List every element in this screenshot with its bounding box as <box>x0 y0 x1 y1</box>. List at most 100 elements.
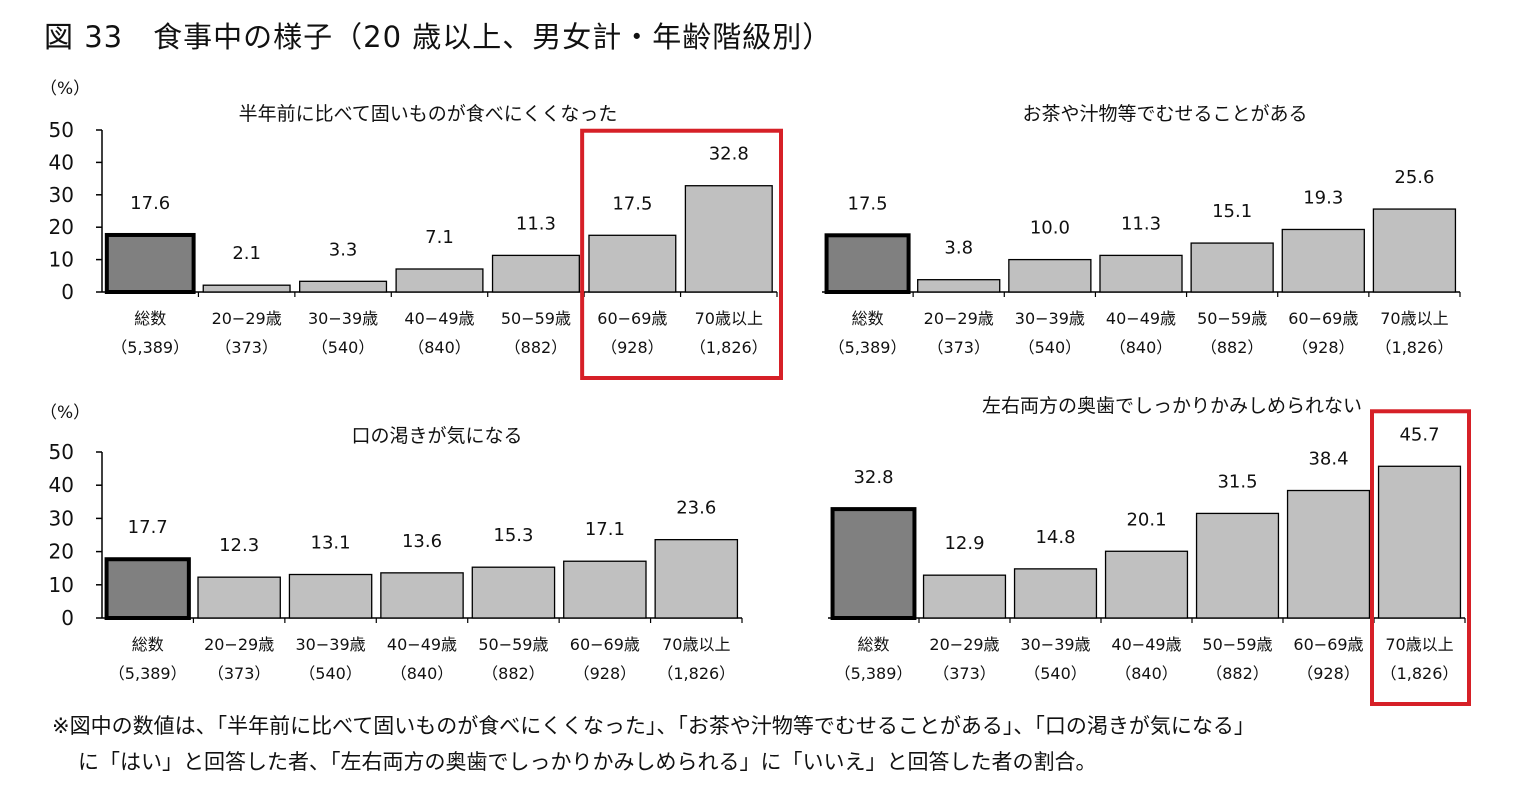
data-label: 7.1 <box>425 227 454 248</box>
bar-age-5 <box>1281 228 1365 293</box>
x-category-label: 40−49歳 <box>1106 309 1176 328</box>
x-category-label: 総数 <box>852 309 884 328</box>
bar-age-3 <box>1104 550 1189 619</box>
bar-total <box>830 507 917 620</box>
x-sample-size-label: （840） <box>391 664 454 683</box>
data-label: 12.9 <box>944 533 984 554</box>
x-category-label: 20−29歳 <box>212 309 282 328</box>
x-category-label: 30−39歳 <box>308 309 378 328</box>
y-tick-label: 0 <box>61 606 74 630</box>
data-label: 15.3 <box>493 525 533 546</box>
x-sample-size-label: （373） <box>208 664 271 683</box>
bar-age-4 <box>471 566 556 619</box>
x-category-label: 70歳以上 <box>1380 309 1448 328</box>
x-sample-size-label: （928） <box>574 664 637 683</box>
x-sample-size-label: （1,826） <box>1381 664 1459 683</box>
data-label: 14.8 <box>1035 527 1075 548</box>
data-label: 17.6 <box>130 193 170 214</box>
bar-age-1 <box>197 576 281 619</box>
bar-age-2 <box>299 280 388 293</box>
bar-age-6 <box>1377 465 1462 619</box>
x-category-label: 50−59歳 <box>478 635 548 654</box>
data-label: 17.5 <box>848 193 888 214</box>
chart-panel-2: お茶や汁物等でむせることがある 17.5 総数 （5,389） 3.8 20−29歳 （37… <box>822 103 1461 357</box>
x-sample-size-label: （5,389） <box>109 664 187 683</box>
y-tick-label: 0 <box>61 280 74 304</box>
chart-title: 半年前に比べて固いものが食べにくくなった <box>239 103 618 125</box>
x-category-label: 70歳以上 <box>662 635 730 654</box>
data-label: 45.7 <box>1399 424 1439 445</box>
x-sample-size-label: （928） <box>1292 338 1355 357</box>
x-category-label: 30−39歳 <box>296 635 366 654</box>
data-label: 13.1 <box>311 533 351 554</box>
data-label: 11.3 <box>516 213 556 234</box>
x-category-label: 50−59歳 <box>501 309 571 328</box>
data-label: 17.7 <box>128 517 168 538</box>
x-sample-size-label: （373） <box>927 338 990 357</box>
data-label: 17.1 <box>585 519 625 540</box>
bar-age-4 <box>491 254 580 293</box>
x-category-label: 20−29歳 <box>924 309 994 328</box>
bar-age-2 <box>1008 258 1092 293</box>
data-label: 19.3 <box>1303 187 1343 208</box>
bar-age-3 <box>395 268 484 293</box>
y-tick-label: 10 <box>49 248 74 272</box>
x-sample-size-label: （840） <box>408 338 471 357</box>
x-sample-size-label: （540） <box>1024 664 1087 683</box>
chart-panel-1: 半年前に比べて固いものが食べにくくなった （%） 0 10 20 30 40 50 17.6 総数… <box>40 79 784 380</box>
x-category-label: 40−49歳 <box>1111 635 1181 654</box>
data-label: 32.8 <box>853 467 893 488</box>
y-tick-label: 50 <box>49 440 74 464</box>
bar-total <box>104 232 196 294</box>
data-label: 10.0 <box>1030 218 1070 239</box>
x-category-label: 60−69歳 <box>1288 309 1358 328</box>
bar-age-2 <box>288 573 373 619</box>
y-axis-unit: （%） <box>40 403 90 423</box>
x-category-label: 60−69歳 <box>570 635 640 654</box>
x-sample-size-label: （928） <box>601 338 664 357</box>
data-label: 31.5 <box>1217 471 1257 492</box>
bar-age-6 <box>1372 208 1457 293</box>
x-category-label: 30−39歳 <box>1015 309 1085 328</box>
x-category-label: 総数 <box>132 635 164 654</box>
y-tick-label: 50 <box>49 118 74 142</box>
y-axis-unit: （%） <box>40 79 90 99</box>
x-category-label: 総数 <box>134 309 166 328</box>
chart-panel-3: 口の渇きが気になる （%） 0 10 20 30 40 50 17.7 総数 （5,389） 12.3… <box>40 403 743 683</box>
x-category-label: 総数 <box>857 635 889 654</box>
x-sample-size-label: （540） <box>1019 338 1082 357</box>
x-category-label: 60−69歳 <box>1293 635 1363 654</box>
x-sample-size-label: （1,826） <box>657 664 735 683</box>
data-label: 15.1 <box>1212 201 1252 222</box>
x-sample-size-label: （882） <box>1206 664 1269 683</box>
data-label: 17.5 <box>612 193 652 214</box>
x-sample-size-label: （373） <box>933 664 996 683</box>
x-sample-size-label: （540） <box>299 664 362 683</box>
bar-age-2 <box>1013 568 1098 619</box>
y-tick-label: 20 <box>49 540 74 564</box>
y-tick-label: 30 <box>49 183 74 207</box>
x-category-label: 70歳以上 <box>695 309 763 328</box>
data-label: 11.3 <box>1121 213 1161 234</box>
bar-total <box>824 233 911 295</box>
x-category-label: 60−69歳 <box>597 309 667 328</box>
x-sample-size-label: （540） <box>312 338 375 357</box>
bar-age-1 <box>922 574 1007 619</box>
x-sample-size-label: （928） <box>1297 664 1360 683</box>
x-category-label: 40−49歳 <box>404 309 474 328</box>
x-category-label: 70歳以上 <box>1385 635 1453 654</box>
bar-age-4 <box>1190 242 1274 293</box>
bar-age-5 <box>563 560 647 619</box>
x-category-label: 20−29歳 <box>929 635 999 654</box>
chart-title: お茶や汁物等でむせることがある <box>1022 103 1307 125</box>
data-label: 3.3 <box>329 239 358 260</box>
footnote-line-2: に「はい」と回答した者、「左右両方の奥歯でしっかりかみしめられる」に「いいえ」と… <box>78 750 1097 774</box>
data-label: 38.4 <box>1308 449 1348 470</box>
x-category-label: 50−59歳 <box>1197 309 1267 328</box>
chart-title: 左右両方の奥歯でしっかりかみしめられない <box>982 395 1362 417</box>
x-sample-size-label: （5,389） <box>111 338 189 357</box>
figure-title: 図 33 食事中の様子（20 歳以上、男女計・年齢階級別） <box>44 20 833 54</box>
data-label: 2.1 <box>232 243 261 264</box>
bar-total <box>104 557 191 621</box>
y-tick-label: 40 <box>49 473 74 497</box>
